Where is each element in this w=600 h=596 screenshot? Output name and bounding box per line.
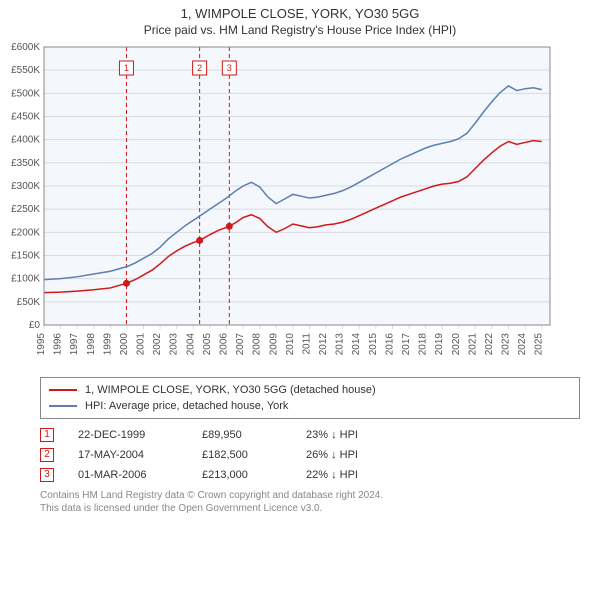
legend-label: 1, WIMPOLE CLOSE, YORK, YO30 5GG (detach… bbox=[85, 382, 376, 398]
svg-text:2021: 2021 bbox=[467, 333, 478, 356]
tx-date: 17-MAY-2004 bbox=[78, 445, 178, 465]
chart-container: 1, WIMPOLE CLOSE, YORK, YO30 5GG Price p… bbox=[0, 6, 600, 596]
svg-text:2014: 2014 bbox=[351, 333, 362, 356]
svg-text:3: 3 bbox=[227, 63, 232, 73]
legend-swatch bbox=[49, 405, 77, 407]
svg-text:2015: 2015 bbox=[368, 333, 379, 356]
tx-marker: 1 bbox=[40, 428, 54, 442]
footer-line-2: This data is licensed under the Open Gov… bbox=[40, 502, 580, 515]
transaction-row: 2 17-MAY-2004 £182,500 26% ↓ HPI bbox=[40, 445, 580, 465]
legend-item: 1, WIMPOLE CLOSE, YORK, YO30 5GG (detach… bbox=[49, 382, 571, 398]
svg-text:1996: 1996 bbox=[53, 333, 64, 356]
tx-point-1 bbox=[123, 280, 130, 287]
svg-text:2010: 2010 bbox=[285, 333, 296, 356]
svg-text:£200K: £200K bbox=[11, 227, 40, 238]
svg-text:£250K: £250K bbox=[11, 204, 40, 215]
tx-price: £89,950 bbox=[202, 425, 282, 445]
svg-text:£400K: £400K bbox=[11, 135, 40, 146]
svg-text:£450K: £450K bbox=[11, 112, 40, 123]
tx-marker: 3 bbox=[40, 468, 54, 482]
svg-text:2018: 2018 bbox=[418, 333, 429, 356]
svg-text:2005: 2005 bbox=[202, 333, 213, 356]
tx-delta: 26% ↓ HPI bbox=[306, 445, 396, 465]
tx-marker: 2 bbox=[40, 448, 54, 462]
tx-point-3 bbox=[226, 223, 233, 230]
svg-text:2025: 2025 bbox=[534, 333, 545, 356]
svg-text:£50K: £50K bbox=[17, 297, 41, 308]
tx-price: £213,000 bbox=[202, 465, 282, 485]
svg-text:1995: 1995 bbox=[36, 333, 47, 356]
legend-item: HPI: Average price, detached house, York bbox=[49, 398, 571, 414]
svg-text:£100K: £100K bbox=[11, 274, 40, 285]
chart-titles: 1, WIMPOLE CLOSE, YORK, YO30 5GG Price p… bbox=[0, 6, 600, 37]
svg-text:2012: 2012 bbox=[318, 333, 329, 356]
svg-text:£300K: £300K bbox=[11, 181, 40, 192]
svg-text:2020: 2020 bbox=[451, 333, 462, 356]
svg-text:2013: 2013 bbox=[335, 333, 346, 356]
svg-text:2000: 2000 bbox=[119, 333, 130, 356]
svg-text:2004: 2004 bbox=[185, 333, 196, 356]
svg-text:2019: 2019 bbox=[434, 333, 445, 356]
transactions-table: 1 22-DEC-1999 £89,950 23% ↓ HPI 2 17-MAY-2004… bbox=[40, 425, 580, 485]
transaction-row: 3 01-MAR-2006 £213,000 22% ↓ HPI bbox=[40, 465, 580, 485]
svg-text:2006: 2006 bbox=[218, 333, 229, 356]
svg-text:2002: 2002 bbox=[152, 333, 163, 356]
svg-text:£350K: £350K bbox=[11, 158, 40, 169]
svg-text:1997: 1997 bbox=[69, 333, 80, 356]
tx-price: £182,500 bbox=[202, 445, 282, 465]
legend-swatch bbox=[49, 389, 77, 391]
svg-text:2016: 2016 bbox=[384, 333, 395, 356]
svg-text:£500K: £500K bbox=[11, 88, 40, 99]
svg-text:1: 1 bbox=[124, 63, 129, 73]
svg-text:£150K: £150K bbox=[11, 251, 40, 262]
tx-delta: 23% ↓ HPI bbox=[306, 425, 396, 445]
svg-text:2: 2 bbox=[197, 63, 202, 73]
svg-text:£600K: £600K bbox=[11, 42, 40, 53]
svg-text:2011: 2011 bbox=[301, 333, 312, 355]
svg-text:2017: 2017 bbox=[401, 333, 412, 356]
footer-attribution: Contains HM Land Registry data © Crown c… bbox=[40, 489, 580, 515]
svg-text:2007: 2007 bbox=[235, 333, 246, 356]
tx-date: 01-MAR-2006 bbox=[78, 465, 178, 485]
svg-text:£0: £0 bbox=[29, 320, 41, 331]
legend: 1, WIMPOLE CLOSE, YORK, YO30 5GG (detach… bbox=[40, 377, 580, 419]
svg-text:£550K: £550K bbox=[11, 65, 40, 76]
tx-delta: 22% ↓ HPI bbox=[306, 465, 396, 485]
footer-line-1: Contains HM Land Registry data © Crown c… bbox=[40, 489, 580, 502]
svg-text:2003: 2003 bbox=[169, 333, 180, 356]
svg-text:2023: 2023 bbox=[501, 333, 512, 356]
line-chart: £0 £50K £100K £150K £200K £250K £300K £350K £400… bbox=[0, 41, 560, 371]
svg-text:1998: 1998 bbox=[86, 333, 97, 356]
chart-title-address: 1, WIMPOLE CLOSE, YORK, YO30 5GG bbox=[0, 6, 600, 21]
tx-point-2 bbox=[196, 237, 203, 244]
svg-text:1999: 1999 bbox=[102, 333, 113, 356]
tx-date: 22-DEC-1999 bbox=[78, 425, 178, 445]
svg-text:2024: 2024 bbox=[517, 333, 528, 356]
svg-text:2001: 2001 bbox=[136, 333, 147, 356]
chart-subtitle: Price paid vs. HM Land Registry's House … bbox=[0, 23, 600, 37]
transaction-row: 1 22-DEC-1999 £89,950 23% ↓ HPI bbox=[40, 425, 580, 445]
svg-text:2022: 2022 bbox=[484, 333, 495, 356]
svg-text:2009: 2009 bbox=[268, 333, 279, 356]
legend-label: HPI: Average price, detached house, York bbox=[85, 398, 288, 414]
svg-text:2008: 2008 bbox=[252, 333, 263, 356]
